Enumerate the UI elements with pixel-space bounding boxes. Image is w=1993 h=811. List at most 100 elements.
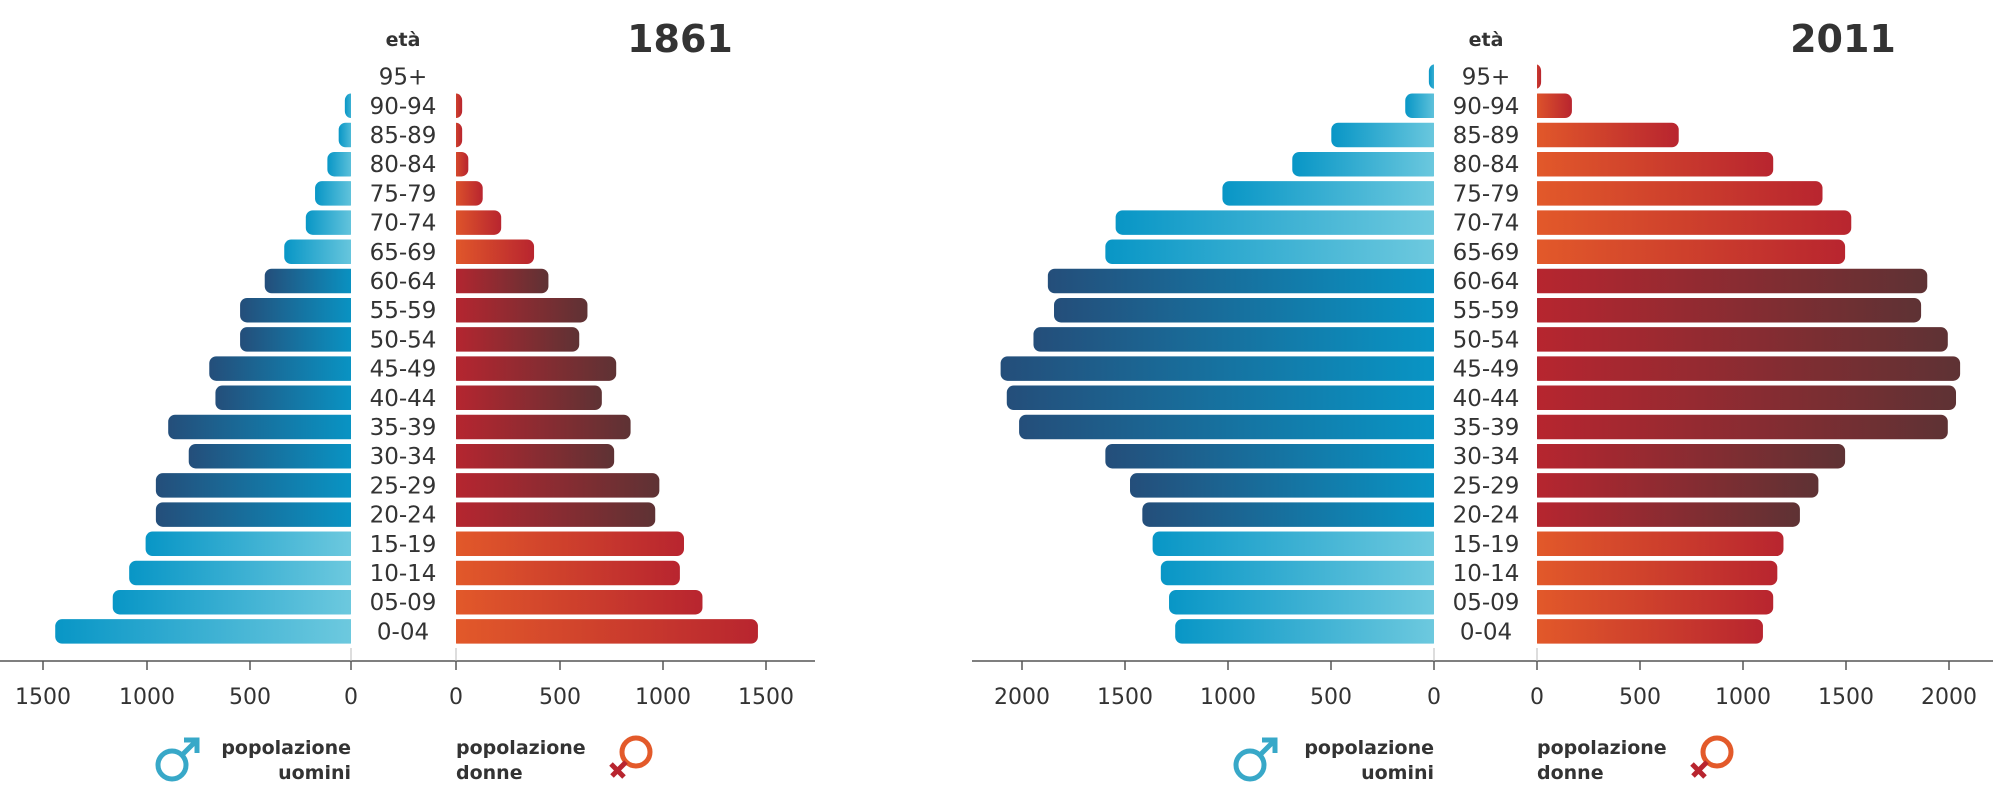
age-label: 45-49 bbox=[370, 357, 437, 383]
bar-women-40-44 bbox=[450, 385, 602, 411]
age-label: 75-79 bbox=[1453, 181, 1520, 207]
pyramid-2011: 2011 età 95+ 90-94 85-89 80-84 75-79 70-74 65-69… bbox=[972, 17, 1993, 784]
legend-men-line1: popolazione bbox=[1304, 737, 1434, 759]
bar-men-60-64 bbox=[264, 268, 357, 294]
bar-women-45-49 bbox=[1531, 356, 1961, 381]
tick-label-men: 0 bbox=[344, 685, 358, 710]
tick-label-men: 0 bbox=[1427, 685, 1441, 710]
age-label: 95+ bbox=[379, 65, 428, 91]
bar-women-35-39 bbox=[450, 414, 631, 440]
bar-men-45-49 bbox=[209, 356, 357, 381]
legend-men-line2: uomini bbox=[278, 762, 351, 784]
bar-men-70-74 bbox=[305, 210, 357, 235]
age-label: 70-74 bbox=[370, 211, 437, 237]
tick-label-women: 1000 bbox=[635, 685, 691, 710]
bar-women-70-74 bbox=[1531, 210, 1852, 235]
tick-label-men: 2000 bbox=[994, 685, 1050, 710]
female-cross-icon bbox=[609, 760, 628, 779]
age-label: 05-09 bbox=[370, 590, 437, 616]
age-label: 0-04 bbox=[377, 619, 429, 645]
tick-label-women: 2000 bbox=[1921, 685, 1977, 710]
age-label: 40-44 bbox=[370, 386, 437, 412]
bar-men-55-59 bbox=[1054, 297, 1440, 323]
bar-men-40-44 bbox=[215, 385, 357, 411]
tick-label-men: 1500 bbox=[1097, 685, 1153, 710]
bar-men-70-74 bbox=[1115, 210, 1440, 235]
bar-men-20-24 bbox=[155, 502, 357, 527]
age-label: 80-84 bbox=[1453, 152, 1520, 178]
age-label: 10-14 bbox=[370, 561, 437, 587]
bar-men-65-69 bbox=[1105, 239, 1440, 265]
tick-label-men: 1000 bbox=[1200, 685, 1256, 710]
bar-women-60-64 bbox=[1531, 268, 1928, 294]
female-cross-icon bbox=[1690, 760, 1709, 779]
age-label: 80-84 bbox=[370, 152, 437, 178]
age-column bbox=[351, 62, 456, 646]
bar-men-90-94 bbox=[1405, 93, 1440, 119]
bar-women-70-74 bbox=[450, 210, 502, 235]
tick-label-women: 500 bbox=[1619, 685, 1661, 710]
legend-men: popolazione uomini bbox=[155, 737, 351, 784]
bar-women-10-14 bbox=[450, 560, 680, 586]
legend-women: popolazione donne bbox=[456, 735, 653, 784]
legend-women-line2: donne bbox=[1537, 762, 1604, 784]
bar-women-20-24 bbox=[450, 502, 656, 527]
age-label: 90-94 bbox=[370, 94, 437, 120]
bar-men-65-69 bbox=[284, 239, 357, 265]
bar-women-65-69 bbox=[450, 239, 535, 265]
age-label: 85-89 bbox=[1453, 123, 1520, 149]
legend-men-line1: popolazione bbox=[221, 737, 351, 759]
female-symbol-icon bbox=[619, 735, 653, 769]
bar-men-50-54 bbox=[240, 327, 357, 352]
bar-men-30-34 bbox=[1105, 443, 1440, 469]
chart-title: 2011 bbox=[1790, 17, 1896, 61]
bar-men-15-19 bbox=[1152, 531, 1440, 557]
bar-men-15-19 bbox=[145, 531, 357, 557]
bar-men-85-89 bbox=[1331, 122, 1440, 148]
bar-men-50-54 bbox=[1033, 327, 1440, 352]
age-label: 95+ bbox=[1462, 65, 1511, 91]
bar-men-25-29 bbox=[1130, 473, 1440, 498]
bar-women-30-34 bbox=[1531, 443, 1846, 469]
age-label: 30-34 bbox=[370, 444, 437, 470]
bar-women-15-19 bbox=[1531, 531, 1784, 557]
age-label: 35-39 bbox=[370, 415, 437, 441]
legend-men-line2: uomini bbox=[1361, 762, 1434, 784]
bar-men-30-34 bbox=[188, 443, 357, 469]
age-label: 65-69 bbox=[370, 240, 437, 266]
male-arrow-icon bbox=[1258, 737, 1278, 757]
bar-men-55-59 bbox=[240, 297, 357, 323]
bar-women-35-39 bbox=[1531, 414, 1948, 440]
bar-men-80-84 bbox=[327, 151, 357, 177]
bar-women-60-64 bbox=[450, 268, 549, 294]
age-label: 75-79 bbox=[370, 181, 437, 207]
age-label: 35-39 bbox=[1453, 415, 1520, 441]
age-label: 25-29 bbox=[370, 473, 437, 499]
bar-men-10-14 bbox=[129, 560, 357, 586]
bar-men-10-14 bbox=[1160, 560, 1440, 586]
tick-label-women: 1500 bbox=[738, 685, 794, 710]
bar-men-60-64 bbox=[1047, 268, 1440, 294]
bar-women-30-34 bbox=[450, 443, 615, 469]
bar-women-45-49 bbox=[450, 356, 617, 381]
age-label: 50-54 bbox=[370, 327, 437, 353]
tick-label-men: 500 bbox=[1310, 685, 1352, 710]
age-label: 25-29 bbox=[1453, 473, 1520, 499]
male-symbol-icon bbox=[155, 748, 189, 782]
age-label: 85-89 bbox=[370, 123, 437, 149]
legend-men: popolazione uomini bbox=[1233, 737, 1434, 784]
age-column bbox=[1434, 62, 1537, 646]
age-header: età bbox=[1469, 29, 1504, 51]
bar-women-50-54 bbox=[1531, 327, 1948, 352]
age-label: 60-64 bbox=[1453, 269, 1520, 295]
age-label: 10-14 bbox=[1453, 561, 1520, 587]
age-header: età bbox=[386, 29, 421, 51]
pyramid-1861: 1861 età 95+ 90-94 85-89 80-84 75-79 70-74 65-69… bbox=[0, 17, 815, 784]
tick-label-women: 500 bbox=[539, 685, 581, 710]
age-label: 55-59 bbox=[370, 298, 437, 324]
tick-label-women: 0 bbox=[1530, 685, 1544, 710]
age-label: 50-54 bbox=[1453, 327, 1520, 353]
tick-label-men: 1500 bbox=[15, 685, 71, 710]
bar-women-25-29 bbox=[1531, 473, 1819, 498]
bar-women-20-24 bbox=[1531, 502, 1800, 527]
